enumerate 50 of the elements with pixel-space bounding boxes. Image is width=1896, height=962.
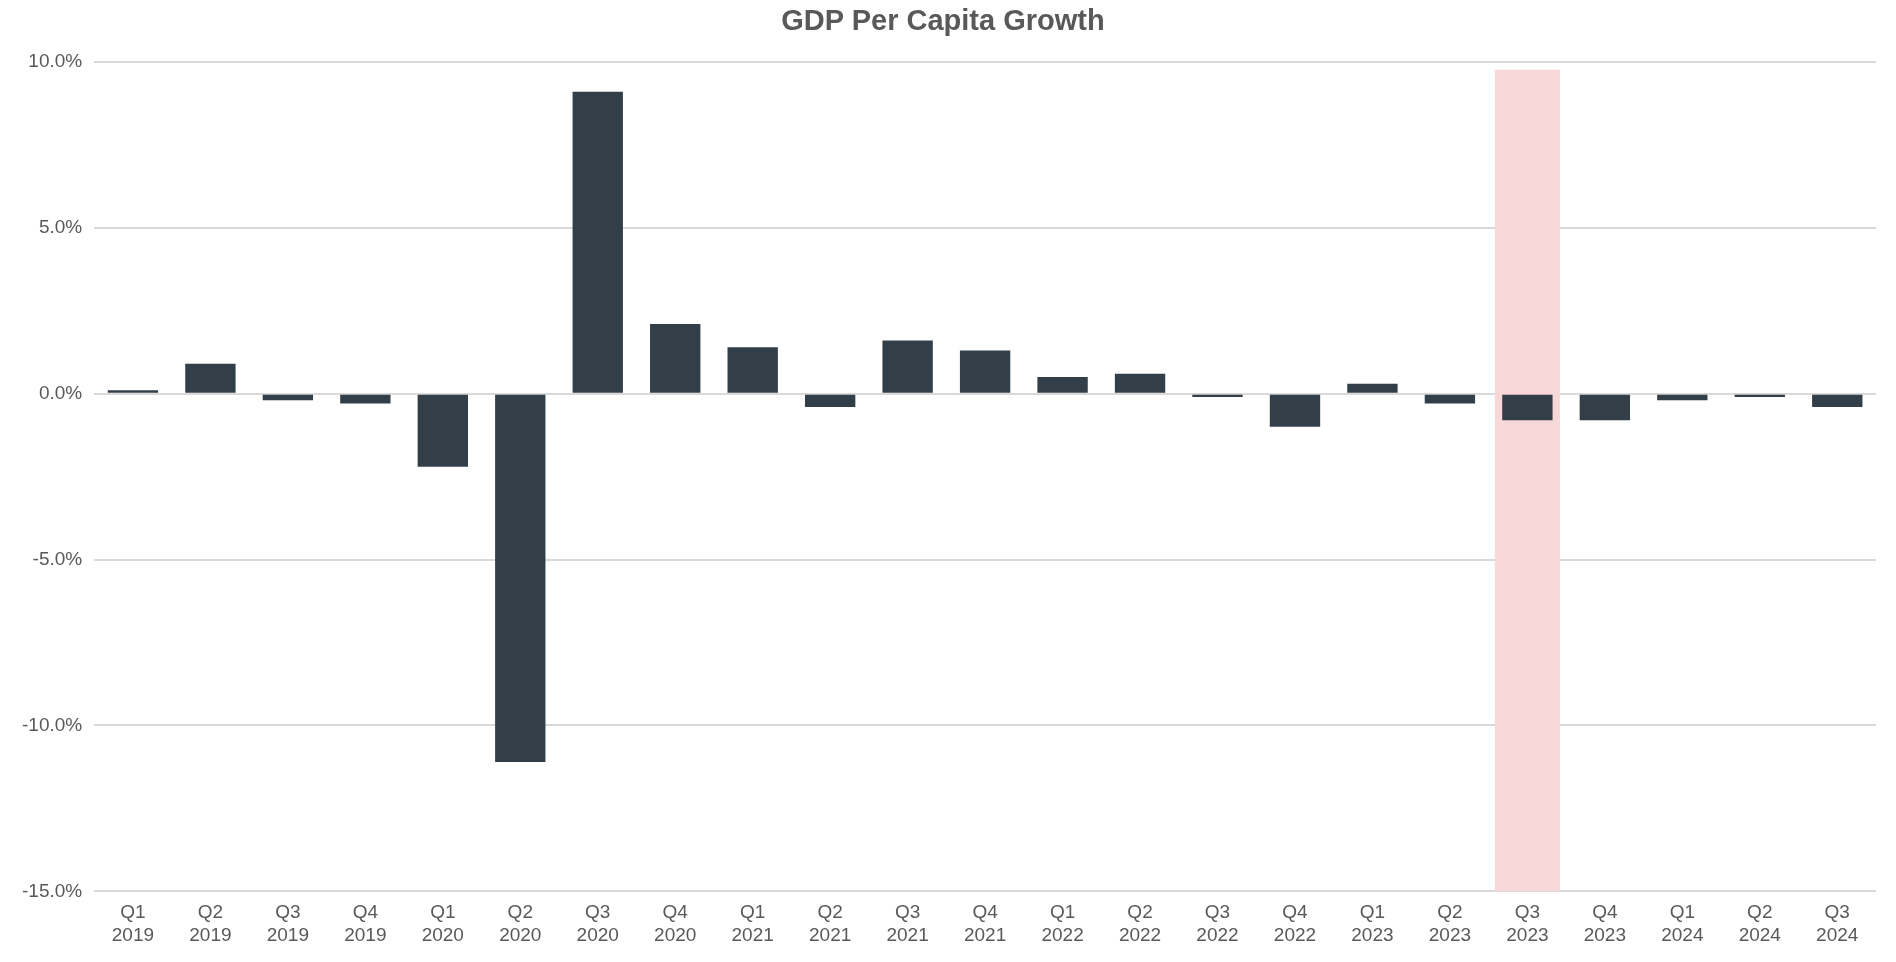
bar	[1579, 394, 1631, 421]
x-tick-label: Q1 2024	[1661, 901, 1704, 945]
bar	[417, 394, 468, 467]
x-tick-label: Q4 2019	[344, 901, 387, 945]
bar	[1114, 373, 1166, 393]
x-tick-label: Q1 2020	[421, 901, 464, 945]
bar	[107, 390, 159, 393]
x-tick-label: Q1 2019	[111, 901, 155, 945]
y-tick-label: 5.0%	[38, 215, 83, 237]
x-tick-label: Q2 2019	[189, 901, 232, 945]
y-tick-label: -10.0%	[22, 713, 83, 735]
bar	[727, 347, 778, 393]
x-tick-label: Q3 2024	[1816, 901, 1859, 945]
x-tick-label: Q4 2022	[1273, 901, 1317, 945]
x-tick-label: Q4 2023	[1583, 901, 1626, 945]
x-tick-label: Q2 2023	[1428, 901, 1472, 945]
bar	[959, 350, 1011, 393]
x-tick-label: Q2 2024	[1738, 901, 1782, 945]
bar	[1657, 394, 1708, 401]
bar	[650, 323, 701, 393]
x-tick-label: Q3 2020	[576, 901, 619, 945]
y-tick-label: 10.0%	[28, 50, 83, 72]
x-tick-label: Q3 2021	[886, 901, 929, 945]
bar	[882, 340, 933, 393]
y-tick-label: -5.0%	[32, 547, 83, 569]
bar	[1347, 383, 1398, 393]
x-tick-label: Q3 2019	[266, 901, 310, 945]
x-tick-label: Q1 2023	[1351, 901, 1394, 945]
x-tick-label: Q4 2020	[654, 901, 697, 945]
bar	[1502, 394, 1553, 421]
x-tick-label: Q3 2022	[1196, 901, 1239, 945]
chart-title: GDP Per Capita Growth	[781, 4, 1105, 37]
bar	[185, 363, 236, 393]
x-tick-label: Q1 2022	[1041, 901, 1084, 945]
y-tick-label: 0.0%	[38, 381, 83, 403]
bar	[1812, 394, 1863, 407]
x-tick-label: Q3 2023	[1506, 901, 1549, 945]
bar	[572, 91, 623, 393]
x-tick-label: Q2 2021	[809, 901, 852, 945]
bar	[340, 394, 391, 404]
bar	[804, 394, 856, 407]
bar	[1037, 377, 1088, 393]
bar	[1424, 394, 1476, 404]
bar	[1269, 394, 1321, 427]
y-tick-label: -15.0%	[22, 879, 83, 901]
bar	[495, 394, 546, 762]
x-tick-label: Q4 2021	[963, 901, 1007, 945]
x-tick-label: Q2 2020	[499, 901, 542, 945]
x-tick-label: Q2 2022	[1118, 901, 1162, 945]
x-tick-label: Q1 2021	[731, 901, 774, 945]
